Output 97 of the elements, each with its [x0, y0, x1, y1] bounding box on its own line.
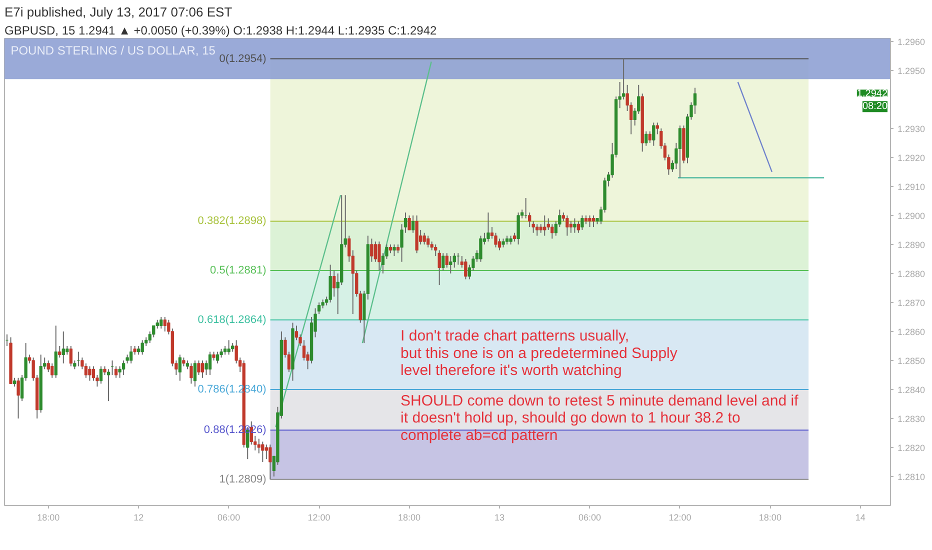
- candlestick: [294, 325, 298, 341]
- candlestick: [648, 130, 652, 144]
- candlestick: [573, 218, 576, 234]
- x-tick-label: 13: [494, 512, 505, 522]
- annotation: 08:20: [862, 101, 888, 112]
- candlestick: [16, 377, 20, 419]
- x-tick-label: 06:00: [578, 512, 602, 522]
- candlestick: [163, 316, 166, 332]
- candlestick: [69, 345, 72, 367]
- y-tick-label: 1.2910: [898, 182, 926, 192]
- x-tick-label: 12:00: [308, 512, 330, 522]
- ref-line-label: 0.382(1.2898): [198, 215, 266, 228]
- candlestick: [370, 238, 374, 262]
- annotation: I don't trade chart patterns usually, but this one is on a predetermined Supply level therefore it's worth watching: [400, 328, 678, 380]
- y-tick-label: 1.2930: [898, 124, 926, 134]
- candlestick: [261, 441, 264, 462]
- candlestick: [442, 252, 445, 272]
- candlestick: [449, 256, 452, 274]
- y-tick-label: 1.2960: [898, 36, 926, 47]
- candlestick: [486, 212, 490, 242]
- ref-line-label: 0.618(1.2864): [198, 314, 266, 326]
- candlestick: [498, 238, 502, 251]
- x-tick-label: 06:00: [218, 512, 240, 522]
- candlestick: [374, 241, 378, 262]
- candlestick: [592, 214, 596, 228]
- candlestick: [190, 362, 193, 384]
- annotation: SHOULD come down to retest 5 minute demand level and if it doesn't hold up, should go down to 1 hour 38.2 to complete ab=cd pattern: [400, 392, 800, 444]
- candlestick: [392, 244, 396, 257]
- candlestick: [644, 130, 648, 146]
- x-tick-label: 12:00: [668, 512, 692, 522]
- candlestick: [588, 214, 592, 228]
- chart-subtitle: GBPUSD, 15 1.2941 ▲ +0.0050 (+0.39%) O:1.2938 H:1.2944 L:1.2935 C:1.2942: [4, 24, 437, 38]
- y-tick-label: 1.2920: [898, 152, 926, 163]
- candlestick: [434, 244, 438, 257]
- candlestick: [543, 214, 546, 236]
- annotation: POUND STERLING / US DOLLAR, 15: [10, 44, 216, 58]
- y-tick-label: 1.2810: [898, 472, 926, 482]
- candlestick: [378, 241, 381, 272]
- x-tick-label: 14: [855, 512, 866, 522]
- chart-title: E7i published, July 13, 2017 07:06 EST: [4, 4, 232, 20]
- candlestick: [408, 214, 411, 230]
- candlestick: [464, 258, 468, 280]
- candlestick: [129, 345, 133, 364]
- y-tick-label: 1.2830: [898, 414, 926, 424]
- candlestick: [566, 214, 569, 236]
- y-tick-label: 1.2870: [898, 298, 926, 308]
- candlestick: [332, 270, 336, 298]
- y-tick-label: 1.2860: [898, 326, 926, 337]
- ref-line-label: 1(1.2809): [219, 473, 266, 486]
- x-tick-label: 12: [134, 512, 144, 522]
- candlestick: [216, 351, 220, 364]
- candlestick: [580, 214, 584, 230]
- ref-line-label: 0(1.2954): [219, 52, 266, 65]
- candlestick: [652, 122, 656, 146]
- x-tick-label: 18:00: [37, 512, 60, 522]
- y-tick-label: 1.2850: [898, 356, 926, 366]
- y-tick-label: 1.2890: [898, 240, 926, 250]
- candlestick: [268, 444, 272, 480]
- candlestick: [257, 438, 260, 454]
- y-tick-label: 1.2820: [898, 442, 926, 453]
- candlestick: [328, 264, 332, 303]
- y-tick-label: 1.2840: [898, 384, 926, 395]
- y-tick-label: 1.2900: [898, 210, 926, 221]
- candlestick: [160, 316, 163, 330]
- candlestick: [452, 252, 456, 268]
- candlestick: [62, 330, 65, 364]
- candlestick: [106, 368, 110, 402]
- candlestick: [122, 360, 126, 376]
- candlestick: [479, 235, 482, 262]
- candlestick: [193, 360, 197, 388]
- x-tick-label: 18:00: [758, 512, 782, 522]
- candlestick: [264, 444, 268, 460]
- candlestick: [197, 360, 200, 376]
- x-tick-label: 18:00: [398, 512, 421, 522]
- candlestick: [693, 87, 697, 114]
- candlestick: [678, 125, 682, 178]
- y-tick-label: 1.2880: [898, 268, 926, 279]
- candlestick: [54, 325, 58, 378]
- candlestick: [516, 212, 520, 245]
- y-tick-label: 1.2950: [898, 66, 926, 76]
- candlestick: [84, 362, 88, 378]
- candlestick: [140, 340, 144, 356]
- candlestick: [422, 232, 426, 245]
- candlestick: [88, 366, 92, 382]
- candlestick: [58, 345, 62, 358]
- candlestick: [99, 366, 103, 384]
- candlestick: [227, 340, 230, 356]
- candlestick: [569, 220, 573, 234]
- ref-line-label: 0.5(1.2881): [210, 264, 266, 277]
- candlestick: [438, 250, 441, 286]
- candlestick: [50, 362, 54, 378]
- candlestick: [200, 360, 204, 378]
- candlestick: [426, 235, 430, 248]
- candlestick: [536, 224, 539, 236]
- candlestick: [178, 354, 182, 382]
- candlestick: [208, 351, 212, 376]
- candlestick: [411, 214, 415, 234]
